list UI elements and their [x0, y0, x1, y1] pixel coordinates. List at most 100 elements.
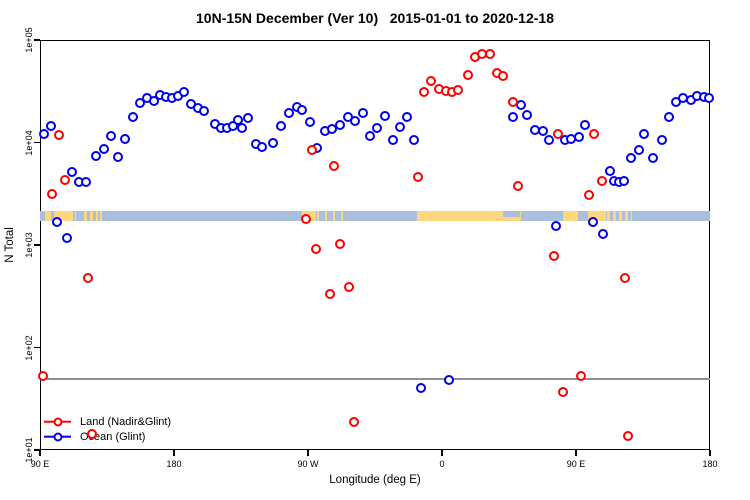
data-point-ocean — [387, 135, 398, 146]
y-tick-label: 1e+03 — [24, 232, 34, 258]
data-point-land — [548, 250, 559, 261]
data-point-ocean — [604, 166, 615, 177]
data-point-ocean — [237, 123, 248, 134]
data-point-land — [426, 76, 437, 86]
data-point-ocean — [588, 216, 599, 227]
data-point-land — [623, 430, 634, 441]
data-point-ocean — [544, 134, 555, 145]
data-point-land — [38, 370, 49, 381]
data-point-ocean — [522, 110, 533, 121]
data-point-land — [47, 188, 58, 199]
data-point-land — [86, 428, 97, 439]
data-point-land — [484, 49, 495, 60]
x-tick — [307, 450, 309, 456]
data-point-land — [53, 129, 64, 140]
data-point-ocean — [656, 134, 667, 145]
x-tick-label: 90 E — [566, 459, 586, 469]
data-point-ocean — [618, 175, 629, 186]
legend-row: Land (Nadir&Glint) — [44, 414, 171, 429]
land-segment — [606, 210, 632, 222]
reference-line — [40, 378, 710, 380]
land-segment — [316, 210, 343, 222]
data-point-ocean — [127, 112, 138, 123]
data-point-ocean — [135, 97, 146, 108]
data-point-land — [575, 370, 586, 381]
y-tick — [34, 141, 40, 144]
data-point-ocean — [67, 167, 78, 178]
land-segment — [74, 210, 77, 222]
data-point-ocean — [364, 130, 375, 141]
data-point-land — [596, 175, 607, 186]
legend-symbol — [44, 431, 71, 443]
data-point-land — [557, 386, 568, 397]
data-point-land — [589, 129, 599, 140]
data-point-land — [301, 214, 312, 225]
data-point-ocean — [178, 86, 189, 97]
legend-point-icon — [53, 417, 62, 426]
land-segment — [45, 210, 51, 222]
data-point-ocean — [199, 105, 210, 116]
y-tick-label: 1e+05 — [24, 27, 34, 53]
ocean-inlet-segment — [503, 210, 520, 217]
x-tick-label: 90 E — [30, 459, 50, 469]
land-segment — [84, 210, 99, 222]
data-point-ocean — [633, 144, 644, 155]
x-tick-label: 0 — [439, 459, 445, 469]
data-point-ocean — [106, 130, 117, 141]
y-tick-label: 1e+04 — [24, 129, 34, 156]
data-point-ocean — [38, 129, 49, 139]
x-tick — [39, 450, 41, 456]
data-point-ocean — [276, 120, 287, 131]
data-point-ocean — [148, 96, 159, 107]
data-point-ocean — [372, 123, 383, 134]
data-point-ocean — [402, 112, 413, 123]
x-axis-title: Longitude (deg E) — [329, 474, 421, 486]
land-segment — [588, 210, 606, 222]
data-point-land — [508, 97, 519, 108]
data-point-land — [335, 239, 345, 250]
data-point-ocean — [81, 176, 91, 187]
y-tick — [34, 244, 40, 246]
data-point-ocean — [51, 216, 62, 227]
data-point-land — [329, 160, 340, 171]
data-point-ocean — [663, 112, 674, 123]
data-point-ocean — [268, 137, 278, 148]
data-point-ocean — [639, 128, 650, 139]
data-point-ocean — [112, 151, 123, 162]
data-point-ocean — [379, 111, 390, 122]
legend-symbol — [44, 416, 71, 428]
data-point-land — [348, 417, 359, 428]
plot-box — [40, 40, 710, 450]
x-tick — [709, 450, 711, 456]
data-point-land — [306, 144, 317, 155]
data-point-land — [463, 70, 474, 81]
land-segment — [100, 210, 103, 222]
y-tick-label: 1e+02 — [24, 334, 34, 361]
data-point-land — [82, 273, 93, 284]
data-point-ocean — [358, 108, 369, 119]
data-point-land — [452, 85, 463, 96]
x-tick-label: 180 — [702, 459, 718, 469]
data-point-land — [59, 175, 70, 186]
data-point-ocean — [243, 112, 254, 123]
data-point-land — [553, 129, 564, 140]
legend-row: Ocean (Glint) — [44, 429, 171, 444]
data-point-ocean — [416, 383, 427, 394]
legend: Land (Nadir&Glint) Ocean (Glint) — [44, 414, 171, 444]
data-point-ocean — [256, 141, 267, 152]
data-point-ocean — [119, 134, 130, 145]
y-tick-label: 1e+01 — [24, 437, 34, 463]
data-point-ocean — [297, 105, 308, 116]
land-segment — [416, 210, 521, 222]
data-point-ocean — [508, 112, 519, 123]
data-point-ocean — [98, 143, 109, 154]
x-tick — [441, 450, 443, 456]
data-point-ocean — [335, 119, 345, 130]
legend-label-land: Land (Nadir&Glint) — [80, 415, 172, 428]
x-tick — [173, 450, 175, 456]
y-tick — [34, 346, 40, 349]
data-point-ocean — [573, 132, 584, 143]
data-point-land — [583, 190, 594, 201]
legend-point-icon — [53, 432, 62, 441]
